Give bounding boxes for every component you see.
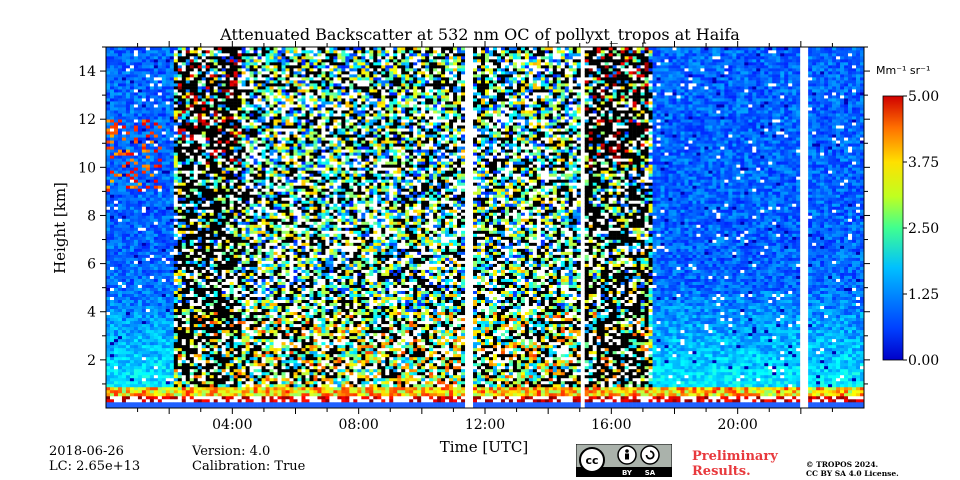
date-label: 2018-06-26 — [49, 444, 140, 459]
colorbar-tick-label: 2.50 — [908, 221, 939, 237]
colorbar-tick-label: 3.75 — [908, 155, 939, 171]
lc-label: LC: 2.65e+13 — [49, 459, 140, 474]
y-tick-label: 6 — [87, 257, 96, 273]
y-tick-label: 10 — [78, 160, 96, 176]
axes: 04:00 08:00 12:00 16:00 20:00 2 4 6 8 10 12 14 — [78, 41, 870, 433]
x-tick-label: 12:00 — [465, 417, 505, 433]
backscatter-heatmap — [106, 47, 864, 408]
y-tick-label: 2 — [87, 353, 96, 369]
version-info: Version: 4.0 Calibration: True — [192, 444, 305, 474]
copyright-note: © TROPOS 2024. CC BY SA 4.0 License. — [806, 460, 899, 478]
copyright-line2: CC BY SA 4.0 License. — [806, 469, 899, 478]
y-axis-label: Height [km] — [51, 182, 69, 274]
colorbar-tick-label: 1.25 — [908, 287, 939, 303]
cc-icon — [579, 447, 605, 473]
preliminary-line2: Results. — [692, 464, 778, 479]
date-info: 2018-06-26 LC: 2.65e+13 — [49, 444, 140, 474]
colorbar — [882, 95, 904, 361]
colorbar-tick-label: 0.00 — [908, 353, 939, 369]
calibration-label: Calibration: True — [192, 459, 305, 474]
copyright-line1: © TROPOS 2024. — [806, 460, 899, 469]
sa-icon — [640, 445, 660, 465]
version-label: Version: 4.0 — [192, 444, 305, 459]
y-tick-label: 12 — [78, 112, 96, 128]
y-tick-label: 8 — [87, 208, 96, 224]
chart-title: Attenuated Backscatter at 532 nm OC of p… — [0, 25, 960, 44]
x-tick-label: 16:00 — [591, 417, 631, 433]
x-axis-label: Time [UTC] — [440, 438, 529, 456]
colorbar-ticks: 0.00 1.25 2.50 3.75 5.00 — [903, 89, 939, 369]
x-tick-label: 08:00 — [338, 417, 378, 433]
colorbar-tick-label: 5.00 — [908, 89, 939, 105]
cc-text: cc — [585, 454, 598, 467]
sa-text: SA — [645, 469, 656, 477]
colorbar-unit: Mm⁻¹ sr⁻¹ — [876, 64, 930, 77]
x-tick-label: 04:00 — [212, 417, 252, 433]
preliminary-line1: Preliminary — [692, 449, 778, 464]
by-text: BY — [622, 469, 633, 477]
y-tick-label: 14 — [78, 64, 96, 80]
cc-license-badge: cc BY SA — [576, 444, 672, 477]
y-tick-label: 4 — [87, 305, 96, 321]
x-tick-label: 20:00 — [717, 417, 757, 433]
preliminary-note: Preliminary Results. — [692, 449, 778, 479]
